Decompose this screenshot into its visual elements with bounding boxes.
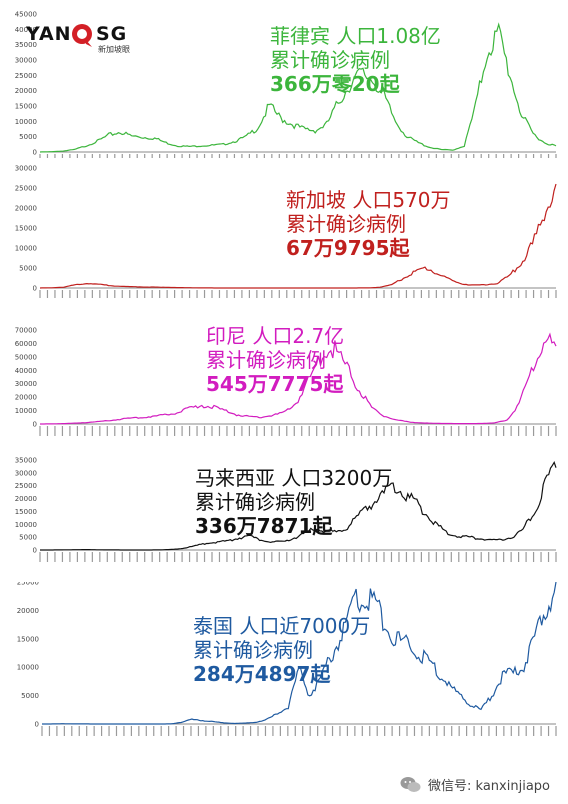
y-tick-label: 0 — [33, 149, 37, 157]
chart-1: 0 5000 10000 15000 20000 25000 30000 — [15, 165, 557, 298]
annotation-title: 新加坡 人口570万 — [286, 188, 451, 212]
y-tick-label: 0 — [33, 547, 37, 555]
chart-annotation: 新加坡 人口570万 累计确诊病例 67万9795起 — [286, 188, 451, 260]
y-tick-label: 30000 — [15, 165, 37, 173]
chart-panel: 0 5000 10000 15000 20000 25000 30000 35000 马来西亚… — [0, 452, 568, 582]
annotation-subtitle: 累计确诊病例 — [195, 490, 315, 514]
y-tick-label: 40000 — [15, 367, 37, 375]
series-line — [40, 332, 557, 425]
series-line — [42, 582, 557, 725]
chart-0: 0 5000 10000 15000 20000 25000 30000 35000 40000… — [15, 11, 557, 158]
y-tick-label: 0 — [33, 285, 37, 293]
chart-panel: 0 10000 20000 30000 40000 50000 60000 70000 印尼 … — [0, 322, 568, 452]
annotation-value: 545万7775起 — [206, 372, 344, 396]
annotation-title: 马来西亚 人口3200万 — [195, 466, 393, 490]
y-tick-label: 25000 — [15, 185, 37, 193]
y-tick-label: 20000 — [15, 495, 37, 503]
y-tick-label: 15000 — [15, 225, 37, 233]
y-tick-label: 50000 — [15, 353, 37, 361]
y-tick-label: 20000 — [15, 394, 37, 402]
y-tick-label: 10000 — [15, 521, 37, 529]
y-tick-label: 5000 — [19, 265, 37, 273]
y-tick-label: 25000 — [15, 482, 37, 490]
y-tick-label: 5000 — [19, 133, 37, 141]
logo-subtitle: 新加坡眼 — [98, 44, 130, 54]
chart-annotation: 印尼 人口2.7亿 累计确诊病例 545万7775起 — [206, 324, 344, 396]
y-tick-label: 30000 — [15, 380, 37, 388]
y-tick-label: 0 — [35, 721, 39, 729]
chart-panel: 0 5000 10000 15000 20000 25000 30000 新加坡 人口570… — [0, 158, 568, 298]
y-tick-label: 20000 — [17, 607, 39, 615]
chart-annotation: 泰国 人口近7000万 累计确诊病例 284万4897起 — [193, 614, 370, 686]
y-tick-label: 15000 — [15, 103, 37, 111]
chart-2: 0 10000 20000 30000 40000 50000 60000 70000 — [15, 327, 557, 436]
chart-panel: 0 5000 10000 15000 20000 25000 泰国 人口近7000万 累计… — [0, 582, 568, 752]
y-tick-label: 10000 — [15, 118, 37, 126]
y-tick-label: 20000 — [15, 87, 37, 95]
y-tick-label: 0 — [33, 421, 37, 429]
annotation-title: 菲律宾 人口1.08亿 — [270, 24, 441, 48]
yanqsg-logo: YAN SG 新加坡眼 — [26, 20, 146, 56]
series-line — [40, 460, 557, 551]
y-tick-label: 35000 — [15, 41, 37, 49]
chart-panel: 0 5000 10000 15000 20000 25000 30000 35000 40000… — [0, 0, 568, 158]
y-tick-label: 10000 — [17, 664, 39, 672]
annotation-value: 336万7871起 — [195, 514, 333, 538]
chart-3: 0 5000 10000 15000 20000 25000 30000 35000 — [15, 457, 557, 562]
y-tick-label: 10000 — [15, 407, 37, 415]
y-tick-label: 40000 — [15, 26, 37, 34]
y-tick-label: 60000 — [15, 340, 37, 348]
y-tick-label: 15000 — [17, 635, 39, 643]
y-tick-label: 35000 — [15, 457, 37, 465]
y-tick-label: 30000 — [15, 469, 37, 477]
wechat-icon — [400, 776, 421, 792]
y-tick-label: 25000 — [17, 582, 39, 587]
annotation-subtitle: 累计确诊病例 — [206, 348, 326, 372]
y-tick-label: 30000 — [15, 57, 37, 65]
chart-annotation: 菲律宾 人口1.08亿 累计确诊病例 366万零20起 — [270, 24, 441, 96]
y-tick-label: 70000 — [15, 327, 37, 335]
annotation-value: 284万4897起 — [193, 662, 331, 686]
logo-text-tail: SG — [96, 23, 127, 45]
series-line — [39, 183, 557, 289]
annotation-subtitle: 累计确诊病例 — [286, 212, 406, 236]
annotation-subtitle: 累计确诊病例 — [270, 48, 390, 72]
annotation-subtitle: 累计确诊病例 — [193, 638, 313, 662]
y-tick-label: 20000 — [15, 205, 37, 213]
y-tick-label: 10000 — [15, 245, 37, 253]
annotation-value: 366万零20起 — [270, 72, 400, 96]
chart-4: 0 5000 10000 15000 20000 25000 — [17, 582, 557, 736]
annotation-value: 67万9795起 — [286, 236, 410, 260]
watermark-text: 微信号: kanxinjiapo — [428, 779, 550, 794]
y-tick-label: 25000 — [15, 72, 37, 80]
annotation-title: 印尼 人口2.7亿 — [206, 324, 345, 348]
series-line — [39, 22, 557, 153]
annotation-title: 泰国 人口近7000万 — [193, 614, 371, 638]
logo-text-main: YAN — [26, 23, 72, 45]
y-tick-label: 5000 — [21, 692, 39, 700]
wechat-watermark: 微信号: kanxinjiapo — [400, 775, 550, 794]
y-tick-label: 15000 — [15, 508, 37, 516]
y-tick-label: 45000 — [15, 11, 37, 19]
y-tick-label: 5000 — [19, 534, 37, 542]
chart-annotation: 马来西亚 人口3200万 累计确诊病例 336万7871起 — [195, 466, 392, 538]
